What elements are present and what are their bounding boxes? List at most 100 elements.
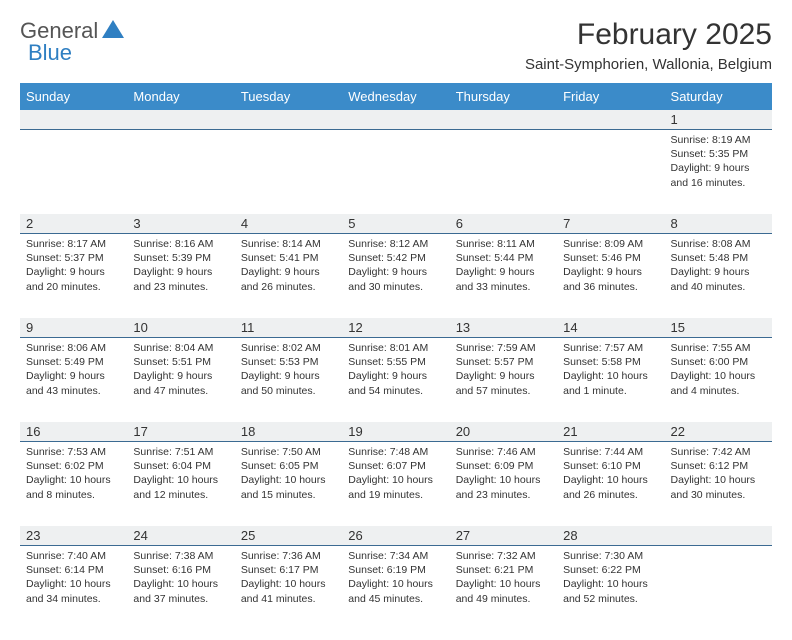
calendar-cell: Sunrise: 7:57 AMSunset: 5:58 PMDaylight:… [557, 338, 664, 422]
daylight-text: Daylight: 10 hours and 37 minutes. [133, 577, 228, 605]
calendar-cell: Sunrise: 8:12 AMSunset: 5:42 PMDaylight:… [342, 234, 449, 318]
sunset-text: Sunset: 6:10 PM [563, 459, 658, 473]
sunset-text: Sunset: 5:48 PM [671, 251, 766, 265]
daylight-text: Daylight: 10 hours and 30 minutes. [671, 473, 766, 501]
sunrise-text: Sunrise: 8:19 AM [671, 133, 766, 147]
calendar-cell: Sunrise: 8:19 AMSunset: 5:35 PMDaylight:… [665, 130, 772, 214]
weekday-header: Tuesday [235, 83, 342, 110]
sunset-text: Sunset: 5:35 PM [671, 147, 766, 161]
calendar-cell: Sunrise: 7:38 AMSunset: 6:16 PMDaylight:… [127, 546, 234, 630]
daylight-text: Daylight: 9 hours and 20 minutes. [26, 265, 121, 293]
sunrise-text: Sunrise: 7:42 AM [671, 445, 766, 459]
sunrise-text: Sunrise: 7:55 AM [671, 341, 766, 355]
day-number: 1 [665, 110, 772, 129]
daylight-text: Daylight: 9 hours and 40 minutes. [671, 265, 766, 293]
sunrise-text: Sunrise: 8:01 AM [348, 341, 443, 355]
calendar-cell: Sunrise: 7:48 AMSunset: 6:07 PMDaylight:… [342, 442, 449, 526]
calendar-cell: Sunrise: 8:01 AMSunset: 5:55 PMDaylight:… [342, 338, 449, 422]
daylight-text: Daylight: 9 hours and 50 minutes. [241, 369, 336, 397]
calendar-cell: Sunrise: 7:50 AMSunset: 6:05 PMDaylight:… [235, 442, 342, 526]
calendar-cell: Sunrise: 7:30 AMSunset: 6:22 PMDaylight:… [557, 546, 664, 630]
day-number [127, 110, 234, 129]
day-number: 28 [557, 526, 664, 545]
day-number: 11 [235, 318, 342, 337]
day-number: 4 [235, 214, 342, 233]
day-number [20, 110, 127, 129]
sunset-text: Sunset: 5:58 PM [563, 355, 658, 369]
header: General February 2025 Saint-Symphorien, … [20, 18, 772, 73]
daylight-text: Daylight: 9 hours and 36 minutes. [563, 265, 658, 293]
weekday-header: Monday [127, 83, 234, 110]
calendar-cell: Sunrise: 8:08 AMSunset: 5:48 PMDaylight:… [665, 234, 772, 318]
day-number: 26 [342, 526, 449, 545]
sunrise-text: Sunrise: 8:11 AM [456, 237, 551, 251]
day-number [235, 110, 342, 129]
sunset-text: Sunset: 6:17 PM [241, 563, 336, 577]
sunrise-text: Sunrise: 7:30 AM [563, 549, 658, 563]
sunrise-text: Sunrise: 7:48 AM [348, 445, 443, 459]
sunrise-text: Sunrise: 7:57 AM [563, 341, 658, 355]
sunset-text: Sunset: 6:05 PM [241, 459, 336, 473]
sunrise-text: Sunrise: 8:12 AM [348, 237, 443, 251]
daylight-text: Daylight: 9 hours and 57 minutes. [456, 369, 551, 397]
daylight-text: Daylight: 10 hours and 45 minutes. [348, 577, 443, 605]
day-number: 22 [665, 422, 772, 441]
sunset-text: Sunset: 5:39 PM [133, 251, 228, 265]
calendar-week-row: Sunrise: 8:19 AMSunset: 5:35 PMDaylight:… [20, 130, 772, 214]
daylight-text: Daylight: 10 hours and 19 minutes. [348, 473, 443, 501]
day-number: 2 [20, 214, 127, 233]
day-number [665, 526, 772, 545]
sunset-text: Sunset: 6:22 PM [563, 563, 658, 577]
sunset-text: Sunset: 6:19 PM [348, 563, 443, 577]
day-number: 7 [557, 214, 664, 233]
sunset-text: Sunset: 5:53 PM [241, 355, 336, 369]
calendar-cell: Sunrise: 7:55 AMSunset: 6:00 PMDaylight:… [665, 338, 772, 422]
sunset-text: Sunset: 6:14 PM [26, 563, 121, 577]
day-number: 18 [235, 422, 342, 441]
sunset-text: Sunset: 5:42 PM [348, 251, 443, 265]
calendar-body: 1Sunrise: 8:19 AMSunset: 5:35 PMDaylight… [20, 110, 772, 630]
daylight-text: Daylight: 9 hours and 26 minutes. [241, 265, 336, 293]
calendar-week-row: Sunrise: 8:06 AMSunset: 5:49 PMDaylight:… [20, 338, 772, 422]
calendar-cell: Sunrise: 7:36 AMSunset: 6:17 PMDaylight:… [235, 546, 342, 630]
day-number [342, 110, 449, 129]
calendar-cell: Sunrise: 7:34 AMSunset: 6:19 PMDaylight:… [342, 546, 449, 630]
day-number [450, 110, 557, 129]
day-number: 10 [127, 318, 234, 337]
daylight-text: Daylight: 9 hours and 33 minutes. [456, 265, 551, 293]
daylight-text: Daylight: 9 hours and 23 minutes. [133, 265, 228, 293]
calendar-cell [665, 546, 772, 630]
weekday-header: Friday [557, 83, 664, 110]
day-number: 3 [127, 214, 234, 233]
daylight-text: Daylight: 10 hours and 49 minutes. [456, 577, 551, 605]
sunrise-text: Sunrise: 7:51 AM [133, 445, 228, 459]
sunrise-text: Sunrise: 7:40 AM [26, 549, 121, 563]
daylight-text: Daylight: 10 hours and 26 minutes. [563, 473, 658, 501]
day-number-row: 16171819202122 [20, 422, 772, 442]
day-number: 9 [20, 318, 127, 337]
weekday-header: Wednesday [342, 83, 449, 110]
sunrise-text: Sunrise: 7:53 AM [26, 445, 121, 459]
daylight-text: Daylight: 9 hours and 54 minutes. [348, 369, 443, 397]
daylight-text: Daylight: 9 hours and 16 minutes. [671, 161, 766, 189]
sunset-text: Sunset: 5:55 PM [348, 355, 443, 369]
daylight-text: Daylight: 10 hours and 52 minutes. [563, 577, 658, 605]
day-number: 13 [450, 318, 557, 337]
calendar-cell [235, 130, 342, 214]
sunrise-text: Sunrise: 7:34 AM [348, 549, 443, 563]
sunset-text: Sunset: 5:44 PM [456, 251, 551, 265]
sunrise-text: Sunrise: 7:38 AM [133, 549, 228, 563]
sunrise-text: Sunrise: 7:44 AM [563, 445, 658, 459]
day-number-row: 2345678 [20, 214, 772, 234]
calendar-cell: Sunrise: 8:14 AMSunset: 5:41 PMDaylight:… [235, 234, 342, 318]
calendar-week-row: Sunrise: 7:53 AMSunset: 6:02 PM Daylight:… [20, 442, 772, 526]
calendar-cell: Sunrise: 7:53 AMSunset: 6:02 PMDaylight:… [20, 442, 127, 526]
calendar-cell: Sunrise: 8:04 AMSunset: 5:51 PMDaylight:… [127, 338, 234, 422]
day-number: 27 [450, 526, 557, 545]
sail-icon [102, 18, 124, 44]
sunset-text: Sunset: 6:02 PM [26, 459, 121, 473]
location-subtitle: Saint-Symphorien, Wallonia, Belgium [525, 56, 772, 73]
sunset-text: Sunset: 6:04 PM [133, 459, 228, 473]
calendar-grid: Sunday Monday Tuesday Wednesday Thursday… [20, 83, 772, 630]
sunset-text: Sunset: 5:46 PM [563, 251, 658, 265]
